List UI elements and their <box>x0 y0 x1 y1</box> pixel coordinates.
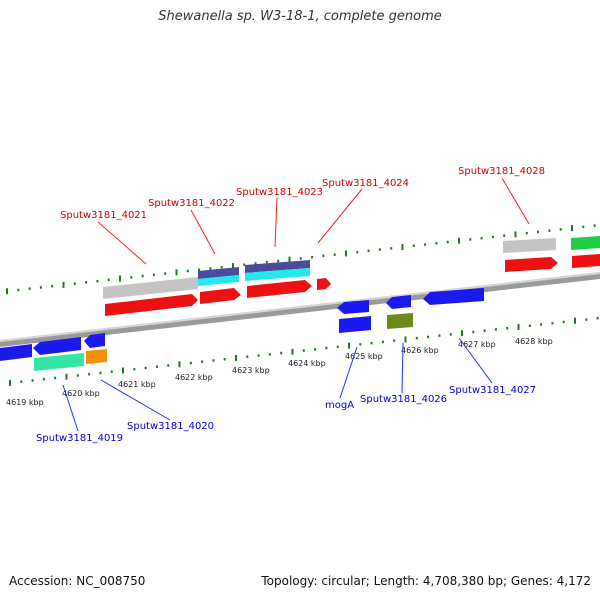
gene-block-grey <box>503 238 556 253</box>
gene-arrow-red <box>572 254 600 268</box>
scale-label: 4620 kbp <box>62 389 100 398</box>
genome-summary-text: Topology: circular; Length: 4,708,380 bp… <box>261 574 591 588</box>
gene-block-orange <box>86 349 107 364</box>
leader-lines-top <box>97 177 530 265</box>
gene-block-olive <box>387 313 413 329</box>
gene-arrow-red <box>105 294 198 316</box>
scale-labels: 4619 kbp 4620 kbp 4621 kbp 4622 kbp 4623… <box>6 337 553 407</box>
scale-label: 4619 kbp <box>6 398 44 407</box>
scale-label: 4625 kbp <box>345 352 383 361</box>
leader-line <box>339 346 358 399</box>
leader-line <box>401 342 404 394</box>
scale-label: 4621 kbp <box>118 380 156 389</box>
gene-block-navy <box>245 260 310 273</box>
gene-label[interactable]: Sputw3181_4028 <box>458 166 545 177</box>
leader-lines-bottom <box>62 337 493 432</box>
gene-label[interactable]: mogA <box>325 400 354 411</box>
gene-arrow-red <box>505 257 558 272</box>
scale-label: 4622 kbp <box>175 373 213 382</box>
gene-arrow-red <box>317 278 331 290</box>
genome-backbone-highlight <box>0 272 600 342</box>
gene-block-green <box>571 236 600 250</box>
gene-block-blue <box>339 316 371 333</box>
gene-label[interactable]: Sputw3181_4020 <box>127 421 214 432</box>
gene-arrow-red <box>200 288 241 304</box>
gene-arrow-blue <box>0 344 32 361</box>
leader-line <box>317 188 363 244</box>
gene-arrow-blue <box>423 288 484 305</box>
gene-label[interactable]: Sputw3181_4026 <box>360 394 447 405</box>
genome-title: Shewanella sp. W3-18-1, complete genome <box>158 9 442 24</box>
scale-label: 4624 kbp <box>288 359 326 368</box>
gene-block-cyan <box>245 268 310 281</box>
gene-arrow-red <box>247 280 312 298</box>
scale-label: 4628 kbp <box>515 337 553 346</box>
leader-line <box>274 197 278 248</box>
leader-line <box>62 384 79 432</box>
gene-arrow-blue <box>386 295 411 309</box>
gene-arrow-blue <box>337 300 369 314</box>
tick-row-bottom <box>9 317 599 386</box>
gene-arrow-blue <box>33 337 81 355</box>
scale-label: 4627 kbp <box>458 340 496 349</box>
gene-block-grey <box>103 277 198 299</box>
gene-label[interactable]: Sputw3181_4019 <box>36 433 123 444</box>
gene-block-cyan <box>198 275 239 286</box>
leader-line <box>190 209 216 255</box>
leader-line <box>458 337 493 384</box>
gene-label[interactable]: Sputw3181_4022 <box>148 198 235 209</box>
leader-line <box>100 379 171 421</box>
gene-label[interactable]: Sputw3181_4024 <box>322 178 409 189</box>
gene-label[interactable]: Sputw3181_4027 <box>449 385 536 396</box>
gene-label[interactable]: Sputw3181_4023 <box>236 187 323 198</box>
gene-label[interactable]: Sputw3181_4021 <box>60 210 147 221</box>
scale-label: 4623 kbp <box>232 366 270 375</box>
gene-arrow-blue <box>84 333 105 348</box>
gene-block-mint <box>34 353 84 371</box>
accession-text: Accession: NC_008750 <box>9 574 146 588</box>
leader-line <box>501 177 530 225</box>
leader-line <box>97 221 147 265</box>
tick-row-top <box>6 224 596 295</box>
scale-label: 4626 kbp <box>401 346 439 355</box>
